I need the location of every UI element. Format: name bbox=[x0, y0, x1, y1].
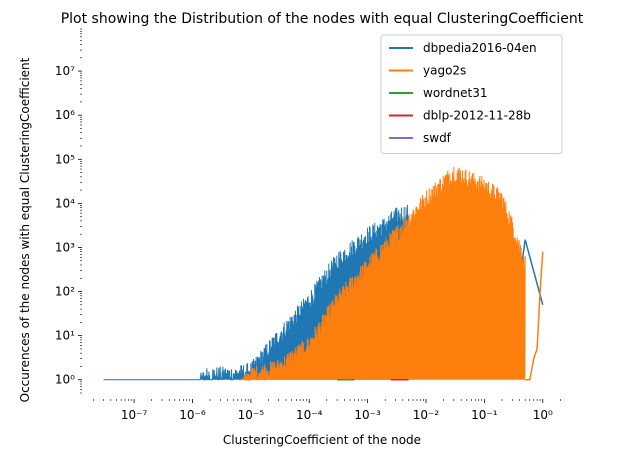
y-tick-label: 10³ bbox=[55, 240, 75, 254]
x-tick-label: 10⁻⁷ bbox=[121, 408, 148, 422]
y-tick-label: 10⁶ bbox=[55, 108, 75, 122]
chart-title: Plot showing the Distribution of the nod… bbox=[61, 11, 584, 27]
legend-label: wordnet31 bbox=[423, 86, 487, 100]
x-axis-label: ClusteringCoefficient of the node bbox=[223, 433, 421, 447]
legend-label: dbpedia2016-04en bbox=[423, 41, 537, 55]
legend-label: dblp-2012-11-28b bbox=[423, 109, 531, 123]
x-tick-label: 10⁻³ bbox=[354, 408, 381, 422]
legend-label: swdf bbox=[423, 131, 452, 145]
legend-label: yago2s bbox=[423, 64, 466, 78]
y-axis-label: Occurences of the nodes with equal Clust… bbox=[18, 57, 32, 402]
x-tick-label: 10⁻⁶ bbox=[179, 408, 206, 422]
legend: dbpedia2016-04en yago2s wordnet31 dblp-2012… bbox=[381, 35, 562, 154]
y-tick-label: 10² bbox=[55, 285, 75, 299]
y-tick-label: 10⁴ bbox=[55, 196, 75, 210]
x-tick-label: 10⁻¹ bbox=[471, 408, 498, 422]
y-tick-label: 10⁷ bbox=[55, 64, 75, 78]
x-tick-label: 10⁻² bbox=[413, 408, 440, 422]
y-tick-label: 10⁰ bbox=[55, 373, 75, 387]
y-tick-label: 10⁵ bbox=[55, 152, 75, 166]
y-tick-label: 10¹ bbox=[55, 329, 75, 343]
x-tick-label: 10⁻⁴ bbox=[296, 408, 323, 422]
x-tick-label: 10⁻⁵ bbox=[238, 408, 265, 422]
x-tick-label: 10⁰ bbox=[533, 408, 553, 422]
plot-area bbox=[104, 167, 543, 380]
